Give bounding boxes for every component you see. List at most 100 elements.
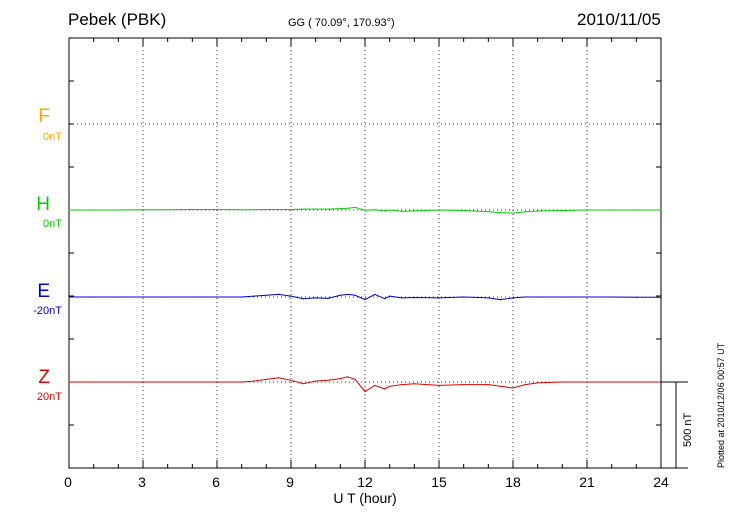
data-point-z <box>384 388 386 390</box>
data-point-z <box>167 381 169 383</box>
data-point-e <box>384 298 386 300</box>
channel-baseline-z: 20nT <box>36 391 62 403</box>
coordinates-label: GG ( 70.09°, 170.93°) <box>288 17 395 29</box>
data-point-z <box>253 380 255 382</box>
x-tick-label: 3 <box>138 474 146 490</box>
data-point-z <box>93 381 95 383</box>
station-title: Pebek (PBK) <box>68 10 167 29</box>
data-point-h <box>216 208 218 211</box>
scale-bar-label: 500 nT <box>682 412 694 447</box>
data-point-h <box>561 209 563 212</box>
data-point-e <box>364 299 366 301</box>
data-point-z <box>364 390 366 393</box>
data-point-z <box>216 381 218 383</box>
x-tick-label: 6 <box>212 474 220 490</box>
data-point-h <box>142 209 144 211</box>
data-point-h <box>315 208 317 210</box>
data-point-h <box>117 209 119 211</box>
series-line-z <box>69 376 661 393</box>
channel-baseline-h: 0nT <box>43 218 62 230</box>
data-point-h <box>611 209 613 211</box>
plotted-timestamp: Plotted at 2010/12/06 00:57 UT <box>716 342 726 468</box>
data-point-h <box>463 209 465 212</box>
data-point-e <box>347 293 349 295</box>
date-label: 2010/11/05 <box>577 10 661 29</box>
data-point-e <box>389 295 391 297</box>
data-point-z <box>68 381 70 383</box>
data-point-z <box>500 385 502 387</box>
data-point-e <box>278 293 280 295</box>
channel-name-h: H <box>36 194 50 215</box>
data-point-e <box>537 296 539 298</box>
data-point-z <box>561 381 563 383</box>
data-point-e <box>611 296 613 298</box>
data-point-e <box>68 296 70 298</box>
data-point-h <box>487 211 489 213</box>
data-point-h <box>374 209 376 211</box>
data-point-h <box>660 209 662 211</box>
data-point-h <box>635 209 637 211</box>
data-point-e <box>500 299 502 301</box>
data-point-z <box>191 381 193 383</box>
data-point-e <box>586 296 588 298</box>
data-point-h <box>354 206 356 208</box>
data-point-z <box>278 377 280 379</box>
data-point-e <box>93 296 95 298</box>
data-point-z <box>413 383 415 385</box>
data-point-h <box>290 208 292 211</box>
data-point-z <box>315 380 317 382</box>
data-point-z <box>241 381 243 383</box>
data-point-z <box>374 384 376 386</box>
data-point-e <box>401 297 403 299</box>
data-point-h <box>389 209 391 211</box>
data-point-h <box>68 209 70 211</box>
data-point-h <box>586 209 588 211</box>
data-point-h <box>278 208 280 211</box>
data-point-z <box>438 384 440 386</box>
data-point-h <box>438 209 440 211</box>
data-point-h <box>512 212 514 214</box>
data-point-z <box>354 378 356 380</box>
data-point-h <box>413 210 415 212</box>
data-point-z <box>401 384 403 386</box>
data-point-e <box>327 297 329 299</box>
series-line-e <box>69 293 661 301</box>
x-tick-label: 12 <box>357 474 373 490</box>
data-point-z <box>117 381 119 383</box>
data-point-e <box>290 295 292 297</box>
data-point-e <box>117 296 119 298</box>
data-point-h <box>167 209 169 211</box>
data-point-e <box>339 294 341 296</box>
data-point-z <box>487 384 489 386</box>
data-point-e <box>241 296 243 298</box>
x-axis-label: U T (hour) <box>333 490 397 506</box>
x-tick-label: 24 <box>653 474 669 490</box>
data-point-h <box>364 209 366 211</box>
channel-name-f: F <box>38 106 50 127</box>
data-point-z <box>389 385 391 387</box>
data-point-e <box>354 294 356 296</box>
channel-name-z: Z <box>38 367 50 388</box>
data-point-e <box>374 293 376 295</box>
data-point-e <box>561 296 563 298</box>
data-point-h <box>93 209 95 211</box>
data-point-e <box>413 296 415 299</box>
data-point-e <box>315 297 317 299</box>
data-point-h <box>191 208 193 211</box>
data-point-z <box>524 384 526 386</box>
x-tick-label: 15 <box>431 474 447 490</box>
data-point-h <box>302 208 304 210</box>
data-point-z <box>512 387 514 389</box>
x-tick-label: 18 <box>505 474 521 490</box>
data-point-z <box>635 381 637 383</box>
data-point-h <box>339 208 341 210</box>
data-point-e <box>463 296 465 298</box>
data-point-z <box>142 381 144 383</box>
data-point-h <box>384 210 386 212</box>
data-point-h <box>327 208 329 210</box>
data-point-z <box>265 378 267 380</box>
data-point-e <box>487 297 489 299</box>
data-point-h <box>241 209 243 211</box>
data-point-z <box>290 379 292 381</box>
